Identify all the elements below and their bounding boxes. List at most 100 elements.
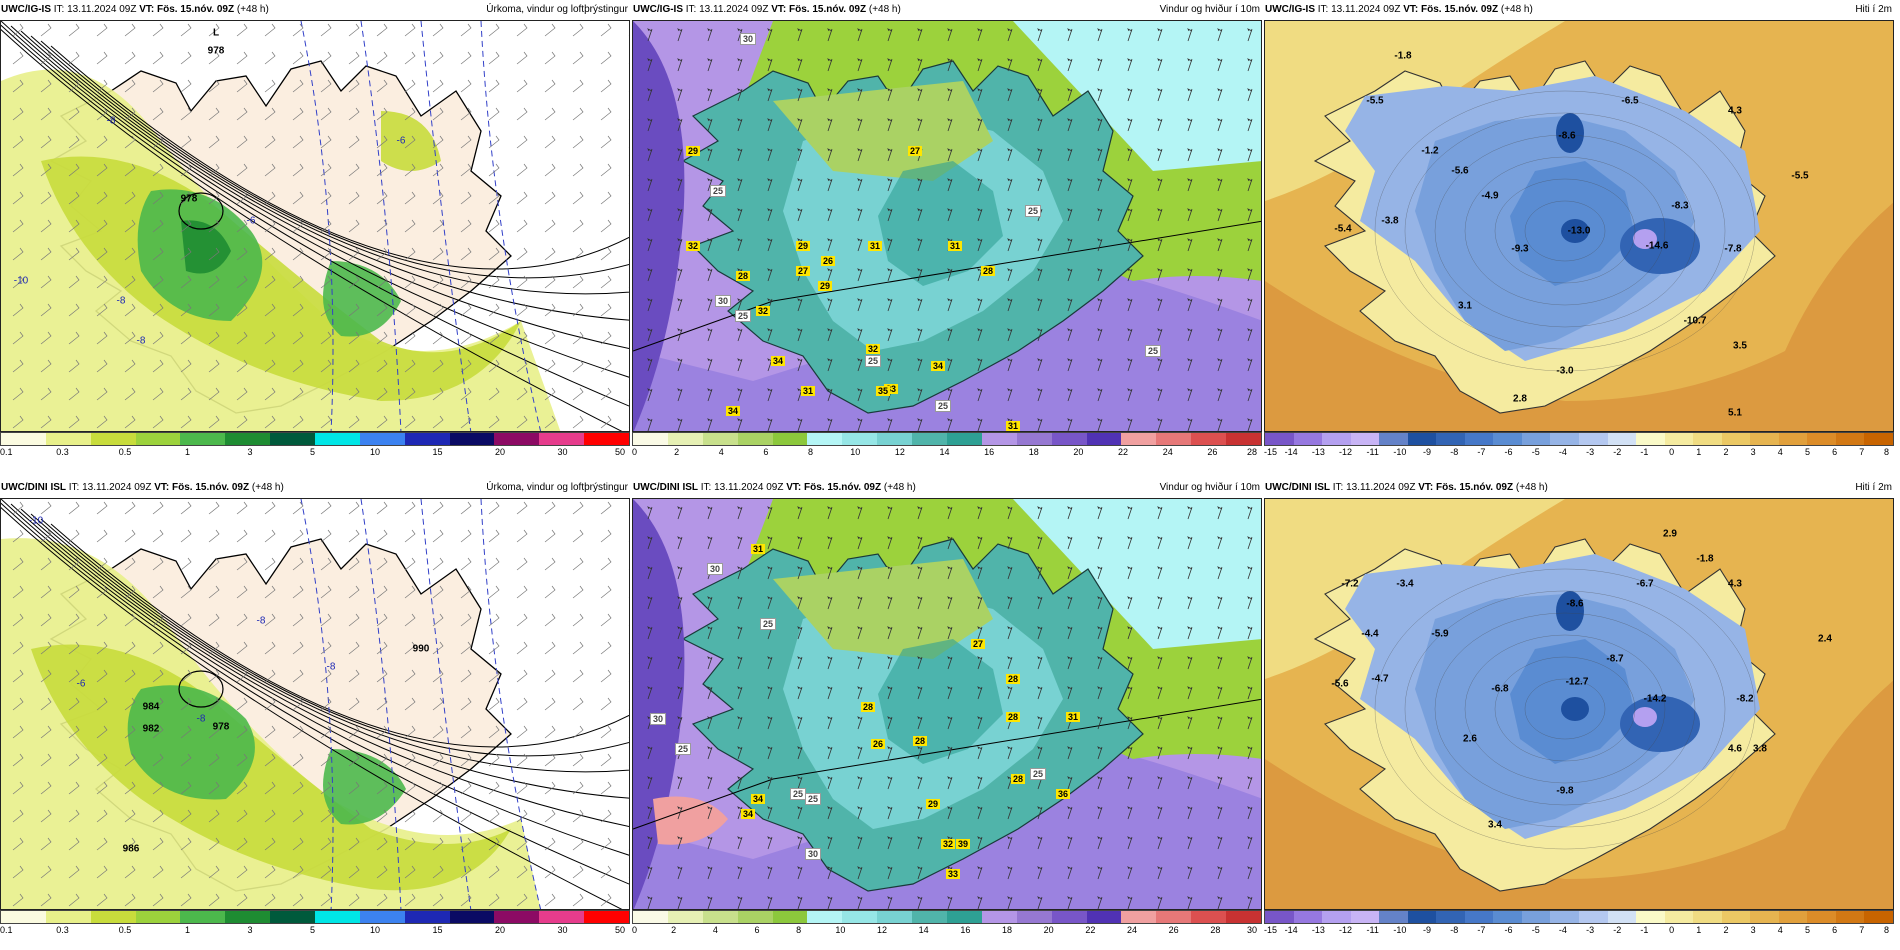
wind-barb: [628, 821, 629, 822]
wind-arrow: [1157, 866, 1163, 880]
run-info: UWC/IG-IS IT: 13.11.2024 09Z VT: Fös. 15…: [1, 0, 269, 20]
wind-arrow: [887, 566, 893, 580]
gust-label: 31: [800, 386, 816, 396]
temperature-label: -8.2: [1736, 693, 1754, 705]
wind-arrow: [887, 358, 893, 372]
wind-arrow: [677, 268, 683, 282]
wind-barb: [96, 557, 108, 571]
wind-arrow: [977, 836, 983, 850]
wind-barb: [488, 809, 500, 823]
wind-barb: [488, 415, 500, 429]
pressure-label: -10: [13, 275, 29, 287]
wind-barb: [264, 247, 276, 261]
wind-arrow: [647, 28, 653, 42]
wind-arrow: [1157, 836, 1163, 850]
legend-swatch: [90, 433, 136, 445]
wind-arrow: [797, 776, 803, 790]
wind-arrow: [1007, 388, 1013, 402]
wind-arrow: [1157, 896, 1163, 909]
wind-barb: [348, 359, 360, 373]
wind-arrow: [767, 58, 773, 72]
wind-arrow: [707, 208, 713, 222]
temp-area: [1561, 697, 1589, 721]
wind-barb: [460, 641, 472, 655]
wind-arrow: [857, 208, 863, 222]
wind-barb: [376, 79, 388, 93]
wind-barb: [40, 135, 52, 149]
wind-arrow: [767, 418, 773, 431]
panel-title: Vindur og hviður í 10m: [1159, 4, 1260, 15]
wind-arrow: [767, 208, 773, 222]
wind-arrow: [1187, 358, 1193, 372]
wind-arrow: [677, 776, 683, 790]
color-legend: 0 2 4 6 8 10 12 14 16 18 20 22 24 26 28 30: [632, 910, 1262, 936]
wind-arrow: [1127, 148, 1133, 162]
wind-arrow: [857, 178, 863, 192]
wind-barb: [40, 107, 52, 121]
wind-arrow: [1097, 656, 1103, 670]
wind-arrow: [797, 298, 803, 312]
wind-arrow: [1067, 836, 1073, 850]
wind-barb: [516, 107, 528, 121]
wind-barb: [544, 725, 556, 739]
model-name: UWC/DINI ISL: [1265, 482, 1330, 493]
legend-tick-label: -6: [1504, 447, 1513, 457]
wind-barb: [600, 331, 612, 345]
wind-arrow: [977, 328, 983, 342]
wind-arrow: [647, 746, 653, 760]
legend-swatch: [1521, 433, 1551, 445]
legend-ticks: 0 2 4 6 8 10 12 14 16 18 20 22 24 26 28 30: [632, 924, 1262, 936]
legend-swatch: [135, 911, 181, 923]
legend-tick-label: -5: [1531, 925, 1540, 935]
wind-barb: [348, 275, 360, 289]
wind-barb: [516, 585, 528, 599]
wind-arrow: [947, 626, 953, 640]
legend-ticks: -15 -14 -13 -12 -11 -10 -9 -8 -7 -6 -5 -4 -3 -2 -1 0 1 2 3…: [1264, 446, 1894, 458]
wind-arrow: [1187, 28, 1193, 42]
wind-arrow: [797, 596, 803, 610]
contour-line: [1494, 178, 1636, 284]
wind-barb: [12, 641, 24, 655]
wind-barb: [320, 359, 332, 373]
wind-arrow: [1127, 178, 1133, 192]
wind-arrow: [737, 148, 743, 162]
wind-barb: [292, 163, 304, 177]
wind-barb: [488, 529, 500, 543]
wind-barb: [488, 837, 500, 851]
wind-arrow: [707, 896, 713, 909]
wind-barb: [12, 669, 24, 683]
legend-tick-label: 50: [614, 925, 625, 935]
wind-barb: [12, 613, 24, 627]
wind-arrow: [1037, 28, 1043, 42]
wind-barb: [516, 219, 528, 233]
wind-arrow: [827, 836, 833, 850]
wind-barb: [572, 359, 584, 373]
wind-arrow: [1037, 88, 1043, 102]
map-area: 978 982 984 -8 -8 -8 -6 -10 990 986: [0, 498, 630, 910]
wind-arrow: [917, 328, 923, 342]
it-label: IT:: [1332, 482, 1344, 493]
wind-barb: [208, 23, 220, 37]
legend-tick-label: 1: [1696, 925, 1702, 935]
color-legend: -15 -14 -13 -12 -11 -10 -9 -8 -7 -6 -5 -4 -3 -2 -1 0 1 2 3…: [1264, 432, 1894, 458]
wind-arrow: [887, 596, 893, 610]
wind-barb: [376, 753, 388, 767]
wind-barb: [572, 893, 584, 907]
wind-arrow: [767, 836, 773, 850]
wind-arrow: [1007, 656, 1013, 670]
wind-arrow: [917, 88, 923, 102]
wind-arrow: [917, 566, 923, 580]
wind-barb: [292, 865, 304, 879]
wind-arrow: [917, 418, 923, 431]
wind-barb: [124, 753, 136, 767]
wind-barb: [488, 501, 500, 515]
wind-barb: [348, 247, 360, 261]
wind-barb: [264, 331, 276, 345]
legend-swatch: [1350, 911, 1380, 923]
wind-barb: [40, 753, 52, 767]
wind-barb: [292, 837, 304, 851]
wind-arrow: [1067, 388, 1073, 402]
wind-barb: [12, 865, 24, 879]
contour-line: [1464, 634, 1666, 784]
legend-tick-label: -14: [1284, 925, 1298, 935]
